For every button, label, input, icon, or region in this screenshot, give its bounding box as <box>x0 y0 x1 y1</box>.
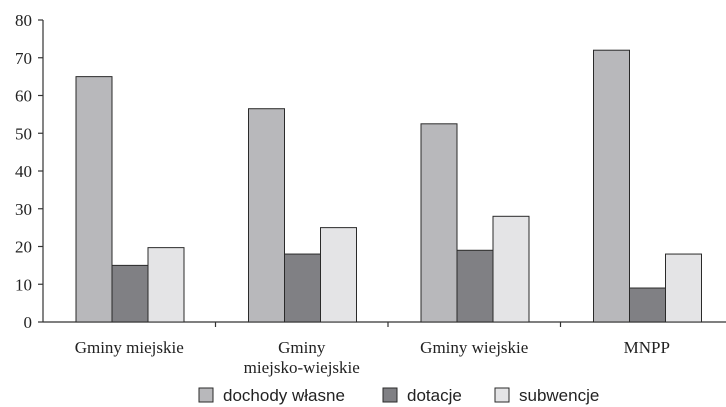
bar-dochody-własne <box>420 123 458 323</box>
bar-dochody-własne <box>248 108 285 323</box>
legend-swatch <box>494 387 510 403</box>
bar-subwencje <box>320 227 357 323</box>
legend-swatch <box>382 387 398 403</box>
y-tick-label: 70 <box>15 49 32 68</box>
bar-dotacje <box>629 287 666 323</box>
y-tick-label: 40 <box>15 162 32 181</box>
x-category-label: Gminy miejsko-wiejskie <box>244 338 360 377</box>
x-category-label-line: Gminy <box>278 338 326 357</box>
bar-dochody-własne <box>593 49 630 323</box>
x-category-label: MNPP <box>624 338 670 357</box>
y-axis: 0 10 20 30 40 50 60 70 80 <box>15 11 44 332</box>
legend-swatch <box>198 387 214 403</box>
x-category-label-line: Gminy miejskie <box>75 338 184 357</box>
bars <box>75 49 702 323</box>
y-tick-label: 0 <box>24 313 33 332</box>
bar-dotacje <box>456 249 494 323</box>
y-tick-label: 60 <box>15 87 32 106</box>
x-category-label-line: miejsko-wiejskie <box>244 358 360 377</box>
x-category-label-line: MNPP <box>624 338 670 357</box>
y-tick-label: 10 <box>15 275 32 294</box>
y-tick-label: 30 <box>15 200 32 219</box>
legend-label: dotacje <box>407 386 462 405</box>
legend-label: subwencje <box>519 386 599 405</box>
legend-label: dochody własne <box>223 386 345 405</box>
bar-dotacje <box>284 253 321 323</box>
x-category-label-line: Gminy wiejskie <box>420 338 528 357</box>
y-tick-label: 80 <box>15 11 32 30</box>
bar-subwencje <box>665 253 702 323</box>
bar-subwencje <box>492 215 530 323</box>
y-tick-label: 20 <box>15 238 32 257</box>
bar-subwencje <box>147 247 185 323</box>
bar-dotacje <box>111 264 149 323</box>
y-tick-label: 50 <box>15 124 32 143</box>
bar-dochody-własne <box>75 76 113 323</box>
x-category-label: Gminy miejskie <box>75 338 184 357</box>
legend: dochody własne dotacje subwencje <box>198 386 599 405</box>
x-axis: Gminy miejskie Gminy miejsko-wiejskieGminy… <box>43 321 726 377</box>
x-category-label: Gminy wiejskie <box>420 338 528 357</box>
